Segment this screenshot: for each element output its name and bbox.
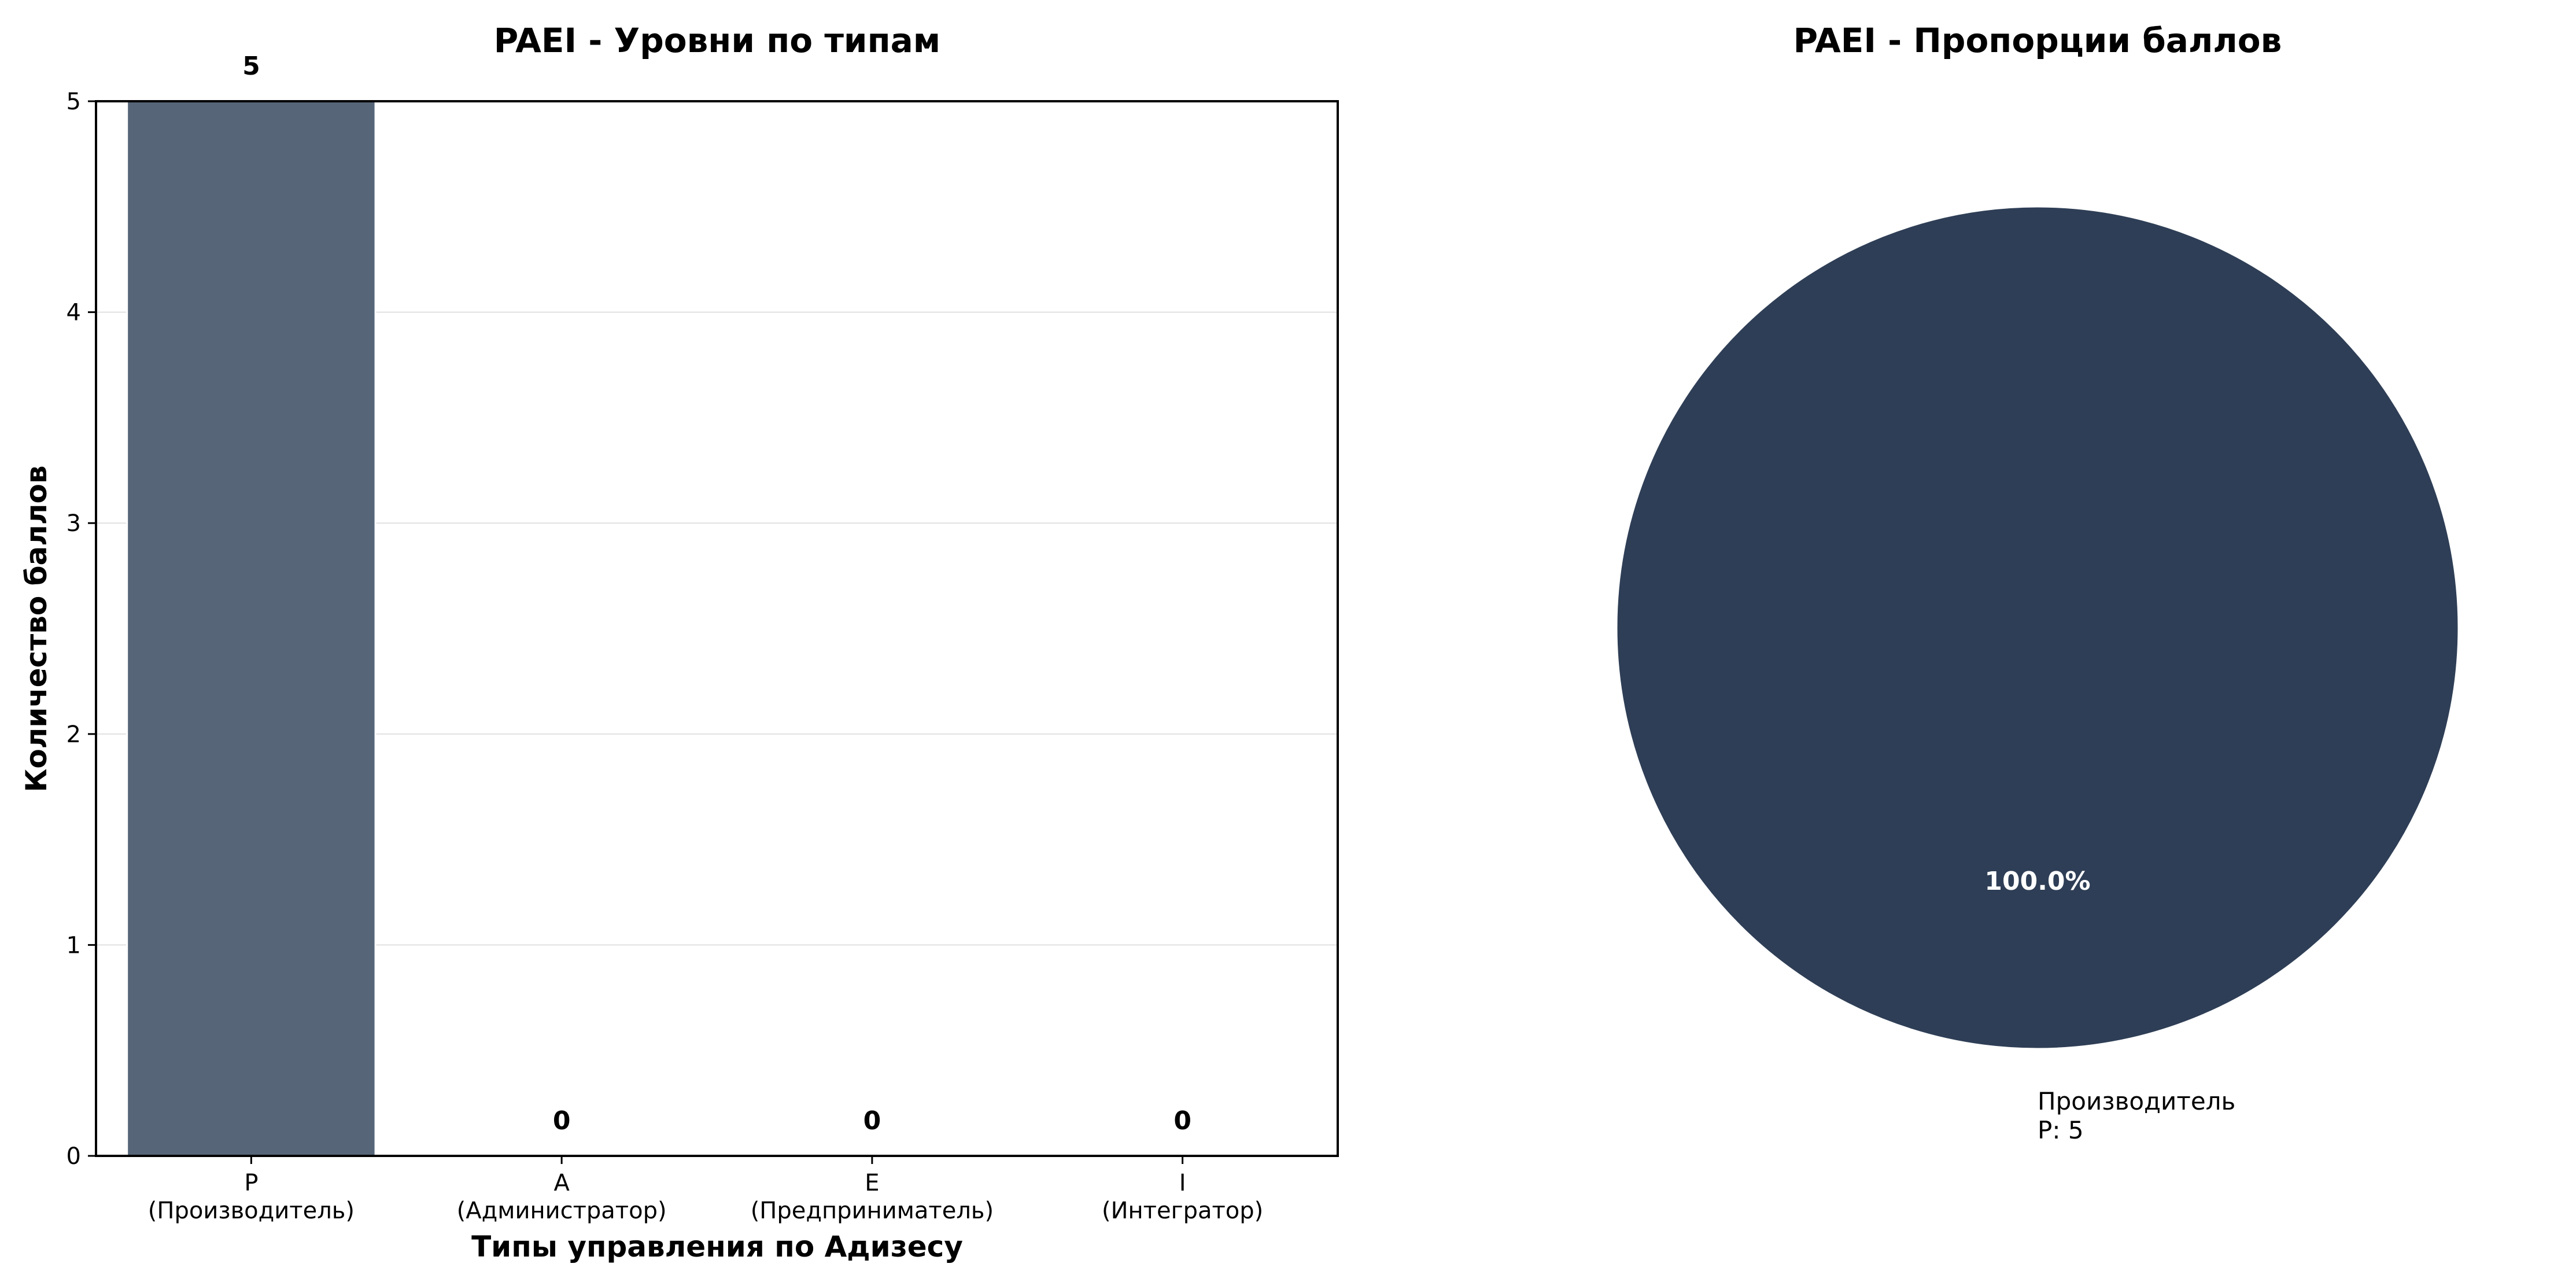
bar-chart: PAEI - Уровни по типам 0 1 2 3 4 5 P(Производ… [20, 21, 1339, 1263]
pie-chart-title: PAEI - Пропорции баллов [1793, 21, 2282, 60]
x-tick-label-code: I [1179, 1170, 1186, 1196]
bar-data-label: 0 [1173, 1106, 1191, 1136]
bar-chart-data-labels: 5 0 0 0 [242, 51, 1191, 1136]
y-tick-label: 1 [67, 932, 81, 959]
pie-slice [1615, 205, 2460, 1050]
bar-data-label: 5 [242, 51, 260, 81]
y-tick-label: 3 [67, 510, 81, 537]
pie-slice-percent: 100.0% [1984, 867, 2090, 896]
y-tick-label: 5 [67, 89, 81, 115]
y-tick-label: 2 [67, 721, 81, 748]
pie-slice-sublabel: P: 5 [2038, 1116, 2084, 1144]
x-tick-label-name: (Администратор) [457, 1198, 667, 1224]
bar-chart-x-axis-label: Типы управления по Адизесу [471, 1230, 963, 1263]
bar-chart-y-axis-label: Количество баллов [20, 465, 53, 792]
bar [126, 100, 377, 1157]
bar-chart-x-axis-ticks: P(Производитель) A(Администратор) E(Предпр… [148, 1156, 1263, 1224]
pie-chart-slices [1615, 205, 2460, 1050]
pie-chart: PAEI - Пропорции баллов 100.0% Производит… [1615, 21, 2460, 1144]
x-tick-label-name: (Предприниматель) [751, 1198, 994, 1224]
pie-slice-label: Производитель [2038, 1087, 2235, 1115]
x-tick-label-code: E [865, 1170, 879, 1196]
x-tick-label-code: A [553, 1170, 570, 1196]
bar-chart-y-axis-ticks: 0 1 2 3 4 5 [67, 89, 96, 1170]
x-tick-label-code: P [244, 1170, 258, 1196]
bar-chart-plot-frame [95, 100, 1339, 1157]
bar-data-label: 0 [863, 1106, 881, 1136]
x-tick-label-name: (Производитель) [148, 1198, 355, 1224]
y-tick-label: 4 [67, 300, 81, 326]
bar-chart-title: PAEI - Уровни по типам [494, 21, 940, 60]
x-tick-label-name: (Интегратор) [1102, 1198, 1263, 1224]
y-tick-label: 0 [67, 1143, 81, 1170]
bar-data-label: 0 [553, 1106, 571, 1136]
bar-chart-bars [126, 100, 377, 1157]
